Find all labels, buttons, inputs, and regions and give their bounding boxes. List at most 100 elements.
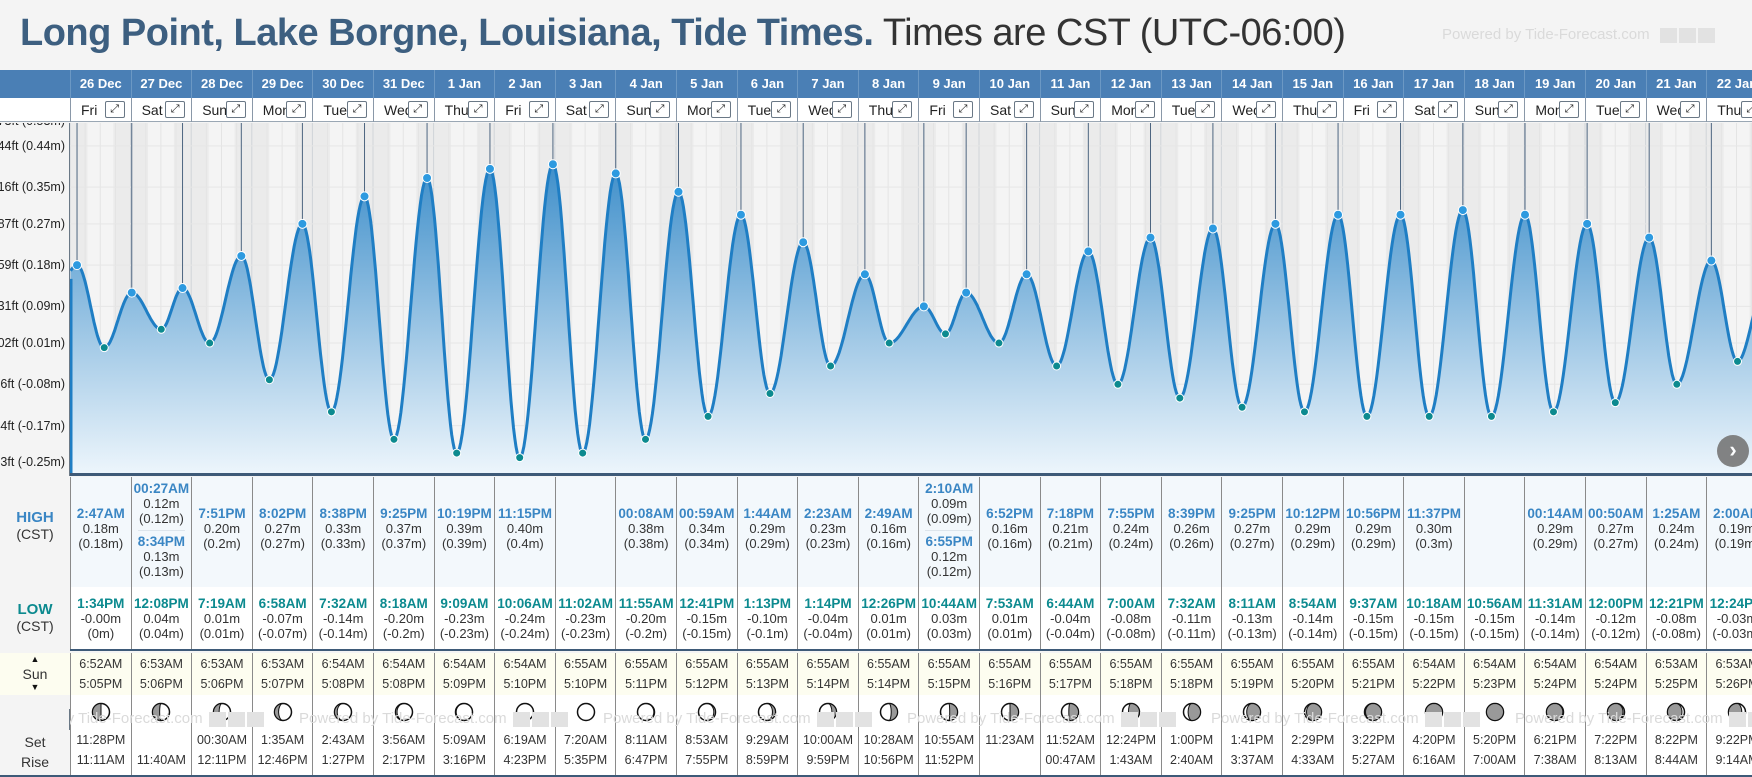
moon-cell: 1:00PM 2:40AM <box>1160 695 1222 775</box>
high-tide-content: 00:59AM 0.34m (0.34m) <box>677 506 737 551</box>
expand-day-button[interactable]: ⤢ <box>952 101 973 118</box>
high-tide-height-alt: (0.37m) <box>381 536 427 551</box>
sun-cell: 6:55AM 5:19PM <box>1221 653 1282 695</box>
weekday-cell: Fri ⤢ <box>1342 98 1404 122</box>
expand-day-button[interactable]: ⤢ <box>407 101 428 118</box>
expand-day-button[interactable]: ⤢ <box>1134 101 1155 118</box>
low-tide-content: 7:19AM 0.01m (0.01m) <box>192 596 252 641</box>
low-tide-point <box>1052 361 1062 371</box>
high-tide-time: 9:25PM <box>1228 506 1276 521</box>
low-tide-height: -0.23m <box>444 611 485 626</box>
expand-day-button[interactable]: ⤢ <box>589 101 610 118</box>
low-tide-height: 0.04m <box>143 611 180 626</box>
high-tide-height: 0.40m <box>506 521 544 536</box>
expand-day-button[interactable]: ⤢ <box>892 101 913 118</box>
expand-day-button[interactable]: ⤢ <box>771 101 792 118</box>
powered-by-text: Powered by Tide-Forecast.com <box>70 710 203 727</box>
low-tide-cell: 10:06AM -0.24m (-0.24m) <box>494 587 555 649</box>
low-tide-point <box>703 411 713 421</box>
high-tide-cell: 11:15PM 0.40m (0.4m) <box>494 477 555 587</box>
date-header: 26 Dec <box>70 70 131 98</box>
low-row-label: LOW (CST) <box>0 587 70 651</box>
sunset-time: 5:06PM <box>200 677 244 691</box>
expand-day-button[interactable]: ⤢ <box>104 101 125 118</box>
expand-day-button[interactable]: ⤢ <box>1437 101 1458 118</box>
expand-day-button[interactable]: ⤢ <box>1619 101 1640 118</box>
expand-day-button[interactable]: ⤢ <box>1558 101 1579 118</box>
logo-block <box>1443 712 1461 728</box>
date-header-row: 26 Dec 27 Dec 28 Dec 29 Dec 30 Dec 31 Dec 1 Ja… <box>0 70 1752 98</box>
expand-day-button[interactable]: ⤢ <box>1498 101 1519 118</box>
expand-day-button[interactable]: ⤢ <box>286 101 307 118</box>
moon-phase-icon <box>1667 702 1686 722</box>
expand-day-button[interactable]: ⤢ <box>1074 101 1095 118</box>
expand-day-button[interactable]: ⤢ <box>1013 101 1034 118</box>
expand-day-button[interactable]: ⤢ <box>346 101 367 118</box>
low-tide-height-alt: (-0.13m) <box>1227 626 1277 641</box>
expand-day-button[interactable]: ⤢ <box>649 101 670 118</box>
moonrise-time: 9:59PM <box>806 753 850 767</box>
high-tide-height-alt: (0.29m) <box>1532 536 1578 551</box>
sun-cell: 6:55AM 5:16PM <box>979 653 1040 695</box>
expand-day-button[interactable]: ⤢ <box>225 101 246 118</box>
high-tide-cell: 1:44AM 0.29m (0.29m) <box>736 477 798 587</box>
date-header: 7 Jan <box>797 70 858 98</box>
expand-day-button[interactable]: ⤢ <box>831 101 852 118</box>
high-tide-cell: 2:47AM 0.18m (0.18m) <box>70 477 131 587</box>
low-tide-cell: 10:56AM -0.15m (-0.15m) <box>1463 587 1525 649</box>
moonrise-time: 7:38AM <box>1533 753 1577 767</box>
expand-day-button[interactable]: ⤢ <box>710 101 731 118</box>
low-tide-height-alt: (-0.08m) <box>1106 626 1156 641</box>
low-tide-point <box>940 329 950 339</box>
page-title: Long Point, Lake Borgne, Louisiana, Tide… <box>20 12 1346 55</box>
high-tide-height: 0.23m <box>809 521 847 536</box>
sun-cell: 6:55AM 5:20PM <box>1282 653 1343 695</box>
sunset-time: 5:13PM <box>745 677 789 691</box>
high-tide-height: 0.19m <box>1718 521 1752 536</box>
moon-phase-shade <box>1068 702 1080 722</box>
sunrise-time: 6:53AM <box>261 657 305 671</box>
logo-block <box>816 712 834 728</box>
moonrise-time: 12:46PM <box>257 753 308 767</box>
moon-phase-shade <box>1485 702 1504 722</box>
low-tide-content: 12:00PM -0.12m (-0.12m) <box>1586 596 1646 641</box>
sun-cell: 6:55AM 5:11PM <box>615 653 676 695</box>
next-arrow-button[interactable]: › <box>1717 435 1749 467</box>
logo-block <box>550 712 568 728</box>
low-tide-cell: 12:26PM 0.01m (0.01m) <box>857 587 919 649</box>
moon-phase-icon <box>1303 702 1323 722</box>
low-tide-height: -0.20m <box>625 611 667 626</box>
sunrise-time: 6:55AM <box>1048 657 1092 671</box>
expand-day-button[interactable]: ⤢ <box>165 101 186 118</box>
y-tick-label: .83ft (-0.25m) <box>0 455 65 470</box>
moonset-time: 8:53AM <box>685 733 729 747</box>
moonrise-time: 4:33AM <box>1291 753 1335 767</box>
high-tide-content: 10:19PM 0.39m (0.39m) <box>435 506 495 551</box>
expand-day-button[interactable]: ⤢ <box>1740 101 1752 118</box>
high-tide-point <box>798 237 809 248</box>
sunrise-time: 6:55AM <box>1170 657 1214 671</box>
powered-by-watermark: Powered by Tide-Forecast.com <box>603 710 872 728</box>
low-tide-content: 11:55AM -0.20m (-0.2m) <box>616 596 676 641</box>
moon-phase-icon <box>576 702 595 722</box>
expand-day-button[interactable]: ⤢ <box>468 101 489 118</box>
low-tide-time: 11:55AM <box>618 596 674 611</box>
expand-day-button[interactable]: ⤢ <box>1680 101 1701 118</box>
weekday-label: Thu <box>868 102 893 118</box>
moon-phase-shade <box>1246 702 1262 722</box>
expand-day-button[interactable]: ⤢ <box>528 101 549 118</box>
expand-day-button[interactable]: ⤢ <box>1377 101 1398 118</box>
expand-day-button[interactable]: ⤢ <box>1195 101 1216 118</box>
low-tide-height-alt: (-0.07m) <box>258 626 308 641</box>
sunset-time: 5:17PM <box>1048 677 1092 691</box>
low-tide-point <box>1733 356 1743 366</box>
high-tide-cell: 8:02PM 0.27m (0.27m) <box>251 477 313 587</box>
weekday-label: Fri <box>1353 102 1370 118</box>
logo-block <box>835 712 853 728</box>
low-tide-time: 12:08PM <box>134 596 189 611</box>
low-tide-height: -0.15m <box>1474 611 1515 626</box>
expand-day-button[interactable]: ⤢ <box>1255 101 1276 118</box>
sunset-arrow-icon: ▼ <box>30 682 40 692</box>
expand-day-button[interactable]: ⤢ <box>1316 101 1337 118</box>
low-tide-height: -0.07m <box>262 611 303 626</box>
